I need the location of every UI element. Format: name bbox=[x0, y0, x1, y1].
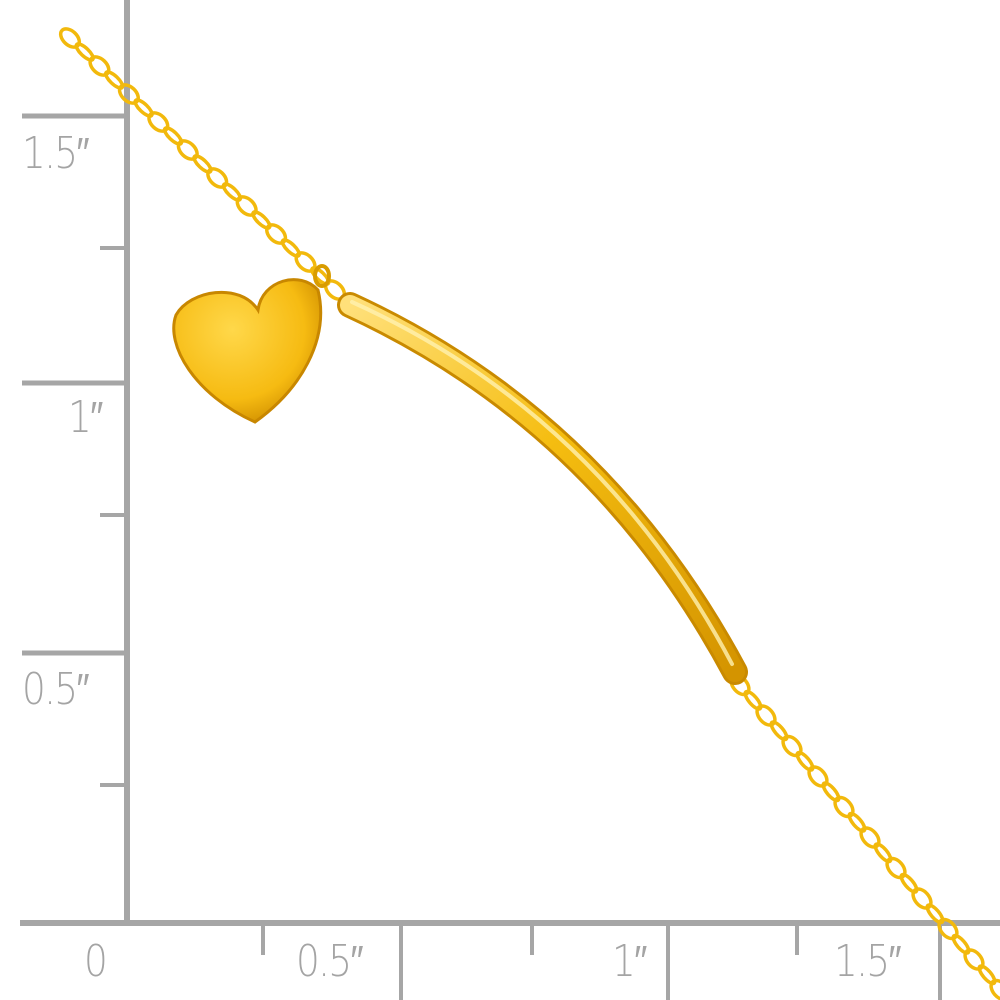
chain-link bbox=[807, 765, 829, 788]
chain-link bbox=[873, 842, 893, 864]
chain-link bbox=[147, 111, 170, 133]
chain-link bbox=[951, 933, 971, 955]
ruler-label-0-5-inch-bottom: 0.5″ bbox=[296, 936, 364, 987]
ruler-label-0: 0 bbox=[84, 936, 108, 987]
chain-link bbox=[911, 887, 933, 910]
ruler bbox=[20, 0, 1000, 1000]
chain-link bbox=[176, 139, 199, 161]
chain-link bbox=[821, 781, 841, 803]
chain-link bbox=[755, 704, 777, 727]
ruler-label-1-5-inch-bottom: 1.5″ bbox=[834, 936, 902, 987]
chain-link bbox=[977, 964, 997, 986]
ruler-label-0-5-inch: 0.5″ bbox=[22, 664, 90, 715]
chain-link bbox=[206, 167, 229, 189]
ruler-label-1-inch: 1″ bbox=[68, 392, 103, 443]
ruler-label-1-inch-bottom: 1″ bbox=[612, 936, 647, 987]
ruler-label-1-5-inch: 1.5″ bbox=[22, 128, 90, 179]
chain-link bbox=[859, 826, 881, 849]
chain-link bbox=[781, 734, 803, 758]
chain-link bbox=[235, 195, 258, 217]
chain-link bbox=[743, 689, 763, 711]
chain-link bbox=[769, 720, 789, 742]
chain-link bbox=[989, 978, 1000, 1000]
heart-charm bbox=[172, 264, 331, 424]
chain-link bbox=[58, 27, 82, 49]
curved-bar bbox=[337, 292, 748, 685]
chain-link bbox=[833, 795, 855, 819]
chain-link bbox=[925, 903, 945, 925]
chain-link bbox=[795, 750, 815, 772]
cable-chain bbox=[58, 27, 1000, 1000]
chain-link bbox=[885, 856, 907, 880]
chain-link bbox=[88, 55, 111, 77]
chain-link bbox=[937, 917, 959, 941]
chain-link bbox=[963, 948, 985, 971]
chain-link bbox=[847, 811, 867, 833]
chain-link bbox=[899, 872, 919, 894]
chain-link bbox=[265, 223, 288, 245]
